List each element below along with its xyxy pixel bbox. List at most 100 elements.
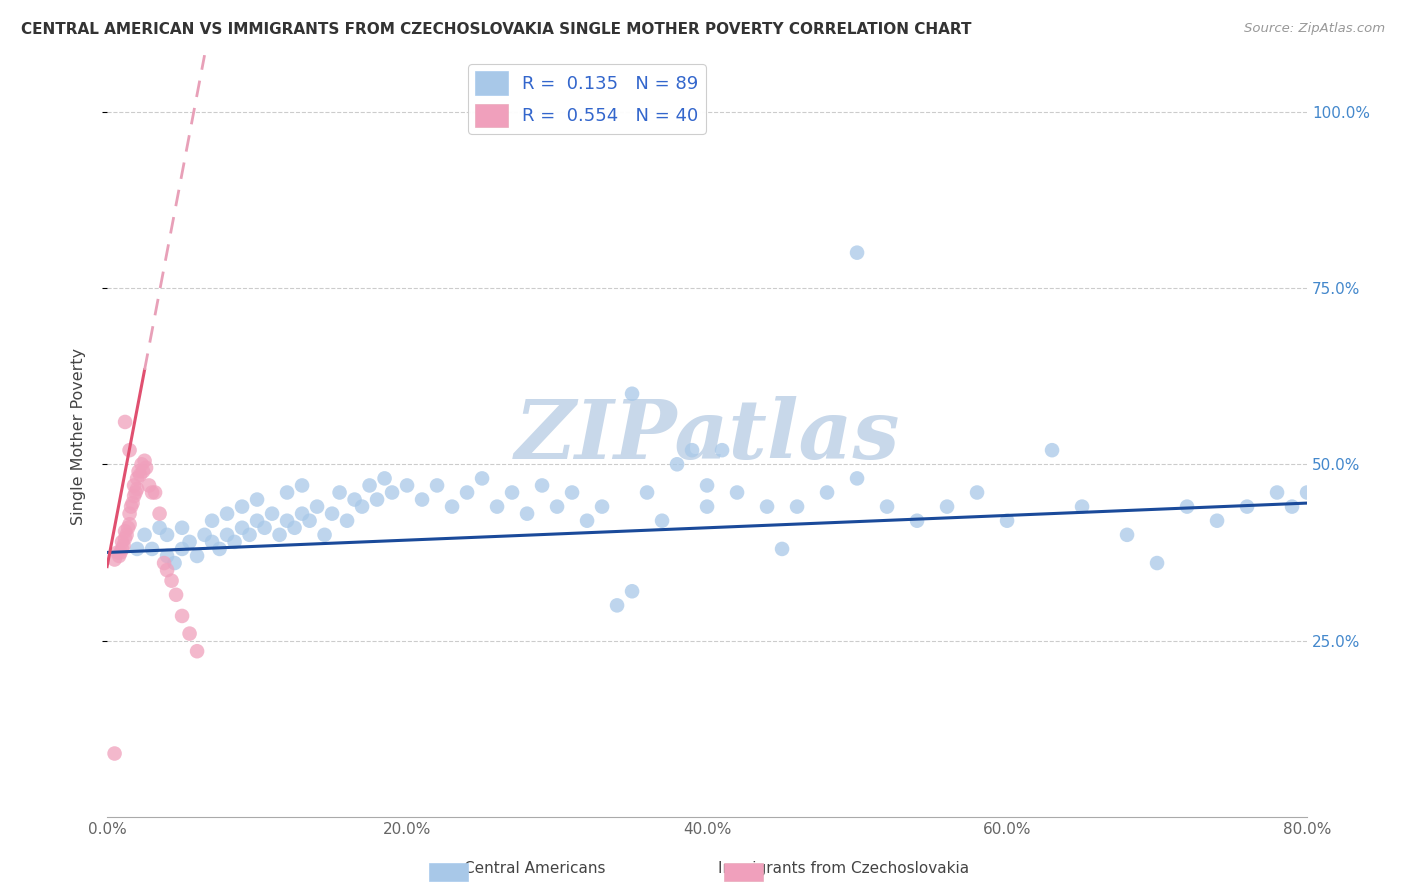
Point xyxy=(343,492,366,507)
Point xyxy=(114,524,136,539)
Point xyxy=(201,534,224,549)
Point xyxy=(359,478,381,492)
Point xyxy=(276,514,298,528)
Point xyxy=(501,485,523,500)
Point xyxy=(134,528,156,542)
Point xyxy=(125,541,148,556)
Point xyxy=(651,514,673,528)
Point xyxy=(138,478,160,492)
Point xyxy=(153,556,176,570)
Point xyxy=(111,541,134,556)
Point xyxy=(298,514,321,528)
Point xyxy=(163,556,186,570)
Y-axis label: Single Mother Poverty: Single Mother Poverty xyxy=(72,348,86,524)
Point xyxy=(132,464,155,478)
Point xyxy=(1040,443,1063,458)
Point xyxy=(531,478,554,492)
Point xyxy=(120,500,142,514)
Point xyxy=(134,454,156,468)
Point xyxy=(441,500,464,514)
Point xyxy=(696,500,718,514)
Point xyxy=(170,541,193,556)
Point xyxy=(291,507,314,521)
Point xyxy=(124,485,146,500)
Point xyxy=(606,599,628,613)
Legend: R =  0.135   N = 89, R =  0.554   N = 40: R = 0.135 N = 89, R = 0.554 N = 40 xyxy=(468,64,706,134)
Point xyxy=(253,521,276,535)
Point xyxy=(621,386,644,401)
Point xyxy=(725,485,748,500)
Point xyxy=(179,626,201,640)
Point xyxy=(179,534,201,549)
Point xyxy=(121,496,143,510)
Point xyxy=(103,552,125,566)
Point xyxy=(117,521,139,535)
Point xyxy=(366,492,388,507)
Point xyxy=(193,528,215,542)
Point xyxy=(426,478,449,492)
Point xyxy=(165,588,187,602)
Point xyxy=(246,514,269,528)
Point xyxy=(112,538,135,552)
Point xyxy=(321,507,343,521)
Point xyxy=(1175,500,1198,514)
Point xyxy=(815,485,838,500)
Point xyxy=(107,545,129,559)
Point xyxy=(1265,485,1288,500)
Point xyxy=(636,485,658,500)
Point xyxy=(110,545,132,559)
Point xyxy=(239,528,262,542)
Point xyxy=(352,500,374,514)
Point xyxy=(621,584,644,599)
Point xyxy=(284,521,307,535)
Point xyxy=(156,528,179,542)
Point xyxy=(561,485,583,500)
Text: Central Americans: Central Americans xyxy=(464,861,605,876)
Point xyxy=(262,507,284,521)
Point xyxy=(1116,528,1139,542)
Point xyxy=(114,415,136,429)
Point xyxy=(456,485,478,500)
Point xyxy=(111,534,134,549)
Text: ZIPatlas: ZIPatlas xyxy=(515,396,900,476)
Point xyxy=(156,549,179,563)
Point xyxy=(131,458,153,472)
Point xyxy=(591,500,613,514)
Point xyxy=(846,245,869,260)
Point xyxy=(170,521,193,535)
Point xyxy=(876,500,898,514)
Point xyxy=(846,471,869,485)
Point xyxy=(246,492,269,507)
Point xyxy=(1146,556,1168,570)
Point xyxy=(381,485,404,500)
Point xyxy=(516,507,538,521)
Point xyxy=(396,478,419,492)
Point xyxy=(118,517,141,532)
Point xyxy=(995,514,1018,528)
Point xyxy=(148,521,170,535)
Point xyxy=(1071,500,1094,514)
Point xyxy=(160,574,183,588)
Point xyxy=(231,521,253,535)
Point xyxy=(1296,485,1319,500)
Point xyxy=(122,489,145,503)
Text: Source: ZipAtlas.com: Source: ZipAtlas.com xyxy=(1244,22,1385,36)
Point xyxy=(329,485,352,500)
Point xyxy=(291,478,314,492)
Point xyxy=(125,471,148,485)
Point xyxy=(128,464,150,478)
Point xyxy=(231,500,253,514)
Point xyxy=(201,514,224,528)
Point xyxy=(905,514,928,528)
Point xyxy=(681,443,703,458)
Point xyxy=(135,460,157,475)
Point xyxy=(471,471,494,485)
Point xyxy=(125,482,148,496)
Point xyxy=(314,528,336,542)
Point xyxy=(269,528,291,542)
Point xyxy=(122,478,145,492)
Point xyxy=(307,500,329,514)
Point xyxy=(129,467,152,482)
Point xyxy=(786,500,808,514)
Point xyxy=(114,532,136,546)
